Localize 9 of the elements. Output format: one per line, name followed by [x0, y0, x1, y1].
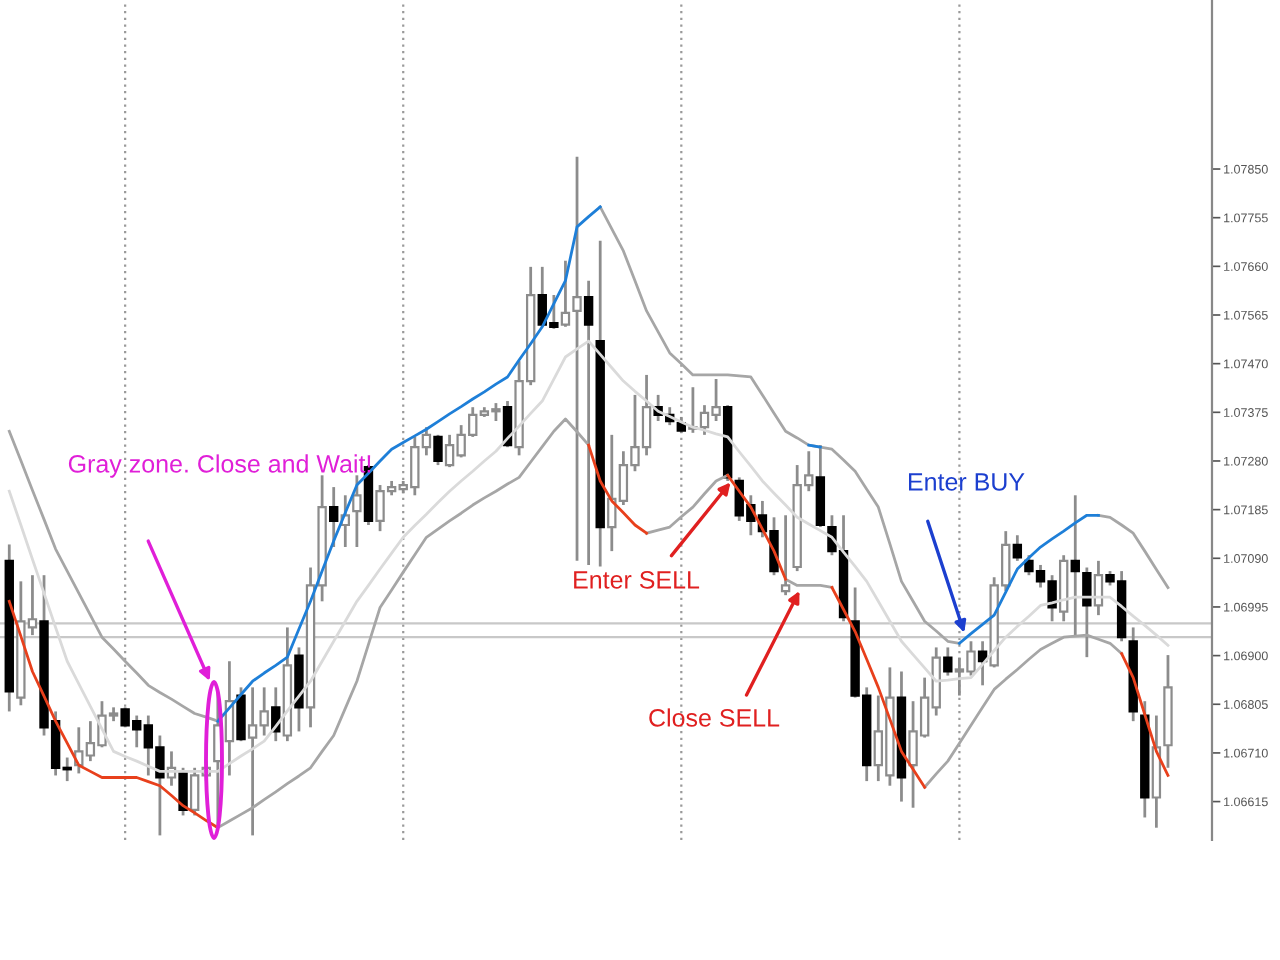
- candlestick: [780, 513, 791, 597]
- annotation: Close SELL: [649, 708, 780, 727]
- annotation: Enter SELL: [574, 571, 700, 589]
- candlestick: [572, 155, 582, 563]
- candlestick: [352, 473, 362, 549]
- annotation: Enter BUY: [909, 473, 1025, 491]
- annotation: Gray zone. Close and Wait!: [68, 454, 371, 478]
- candlestick: [1093, 559, 1104, 617]
- candlestick: [560, 259, 571, 329]
